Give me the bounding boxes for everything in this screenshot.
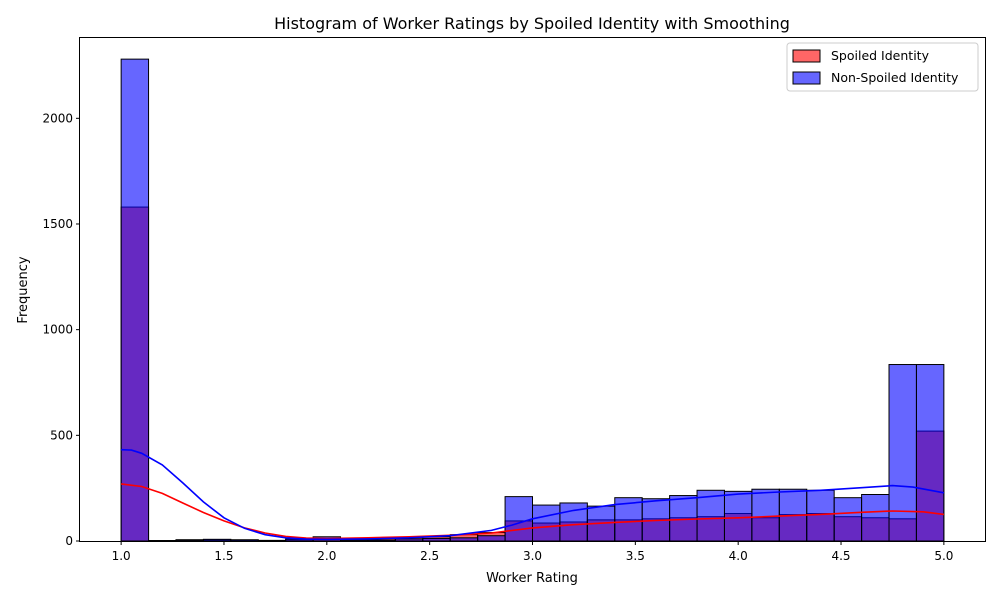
x-tick-label: 4.0: [729, 549, 748, 563]
y-axis-label: Frequency: [16, 256, 31, 323]
bar-non-spoiled-14: [505, 497, 532, 541]
y-tick-label: 500: [50, 428, 73, 442]
bars-layer: [121, 59, 944, 541]
bar-non-spoiled-0: [121, 59, 148, 541]
bar-non-spoiled-23: [752, 489, 779, 541]
bar-non-spoiled-2: [176, 540, 203, 541]
x-axis-ticks: 1.0 1.5 2.0 2.5 3.0 3.5 4.0 4.5 5.0: [112, 541, 954, 563]
chart-title: Histogram of Worker Ratings by Spoiled I…: [274, 14, 790, 33]
x-tick-label: 4.5: [831, 549, 850, 563]
y-tick-label: 0: [65, 534, 73, 548]
bar-non-spoiled-20: [670, 496, 697, 541]
legend-swatch-spoiled: [793, 50, 820, 62]
legend: Spoiled Identity Non-Spoiled Identity: [787, 43, 978, 91]
bar-non-spoiled-25: [807, 490, 834, 541]
legend-swatch-non-spoiled: [793, 72, 820, 84]
x-tick-label: 3.0: [523, 549, 542, 563]
y-axis-ticks: 0 500 1000 1500 2000: [42, 111, 80, 548]
y-tick-label: 1000: [42, 323, 73, 337]
legend-label-spoiled: Spoiled Identity: [831, 48, 930, 63]
bar-non-spoiled-8: [341, 540, 368, 541]
plot-frame: [80, 38, 986, 542]
bar-non-spoiled-11: [423, 538, 450, 541]
x-tick-label: 2.5: [420, 549, 439, 563]
x-tick-label: 1.5: [214, 549, 233, 563]
bar-non-spoiled-12: [450, 538, 477, 541]
bar-non-spoiled-10: [395, 539, 422, 541]
x-axis-label: Worker Rating: [486, 571, 578, 586]
x-tick-label: 1.0: [112, 549, 131, 563]
y-tick-label: 2000: [42, 111, 73, 125]
bar-non-spoiled-26: [834, 498, 861, 541]
x-tick-label: 2.0: [317, 549, 336, 563]
bar-non-spoiled-4: [231, 540, 258, 541]
x-tick-label: 3.5: [626, 549, 645, 563]
bar-non-spoiled-13: [478, 536, 505, 541]
bar-non-spoiled-15: [533, 505, 560, 541]
bar-non-spoiled-28: [889, 365, 916, 541]
bar-non-spoiled-3: [203, 539, 230, 541]
bar-non-spoiled-9: [368, 540, 395, 541]
bar-non-spoiled-27: [862, 495, 889, 541]
bar-non-spoiled-5: [258, 540, 285, 541]
y-tick-label: 1500: [42, 217, 73, 231]
x-tick-label: 5.0: [934, 549, 953, 563]
legend-label-non-spoiled: Non-Spoiled Identity: [831, 70, 959, 85]
bar-non-spoiled-22: [724, 491, 751, 541]
